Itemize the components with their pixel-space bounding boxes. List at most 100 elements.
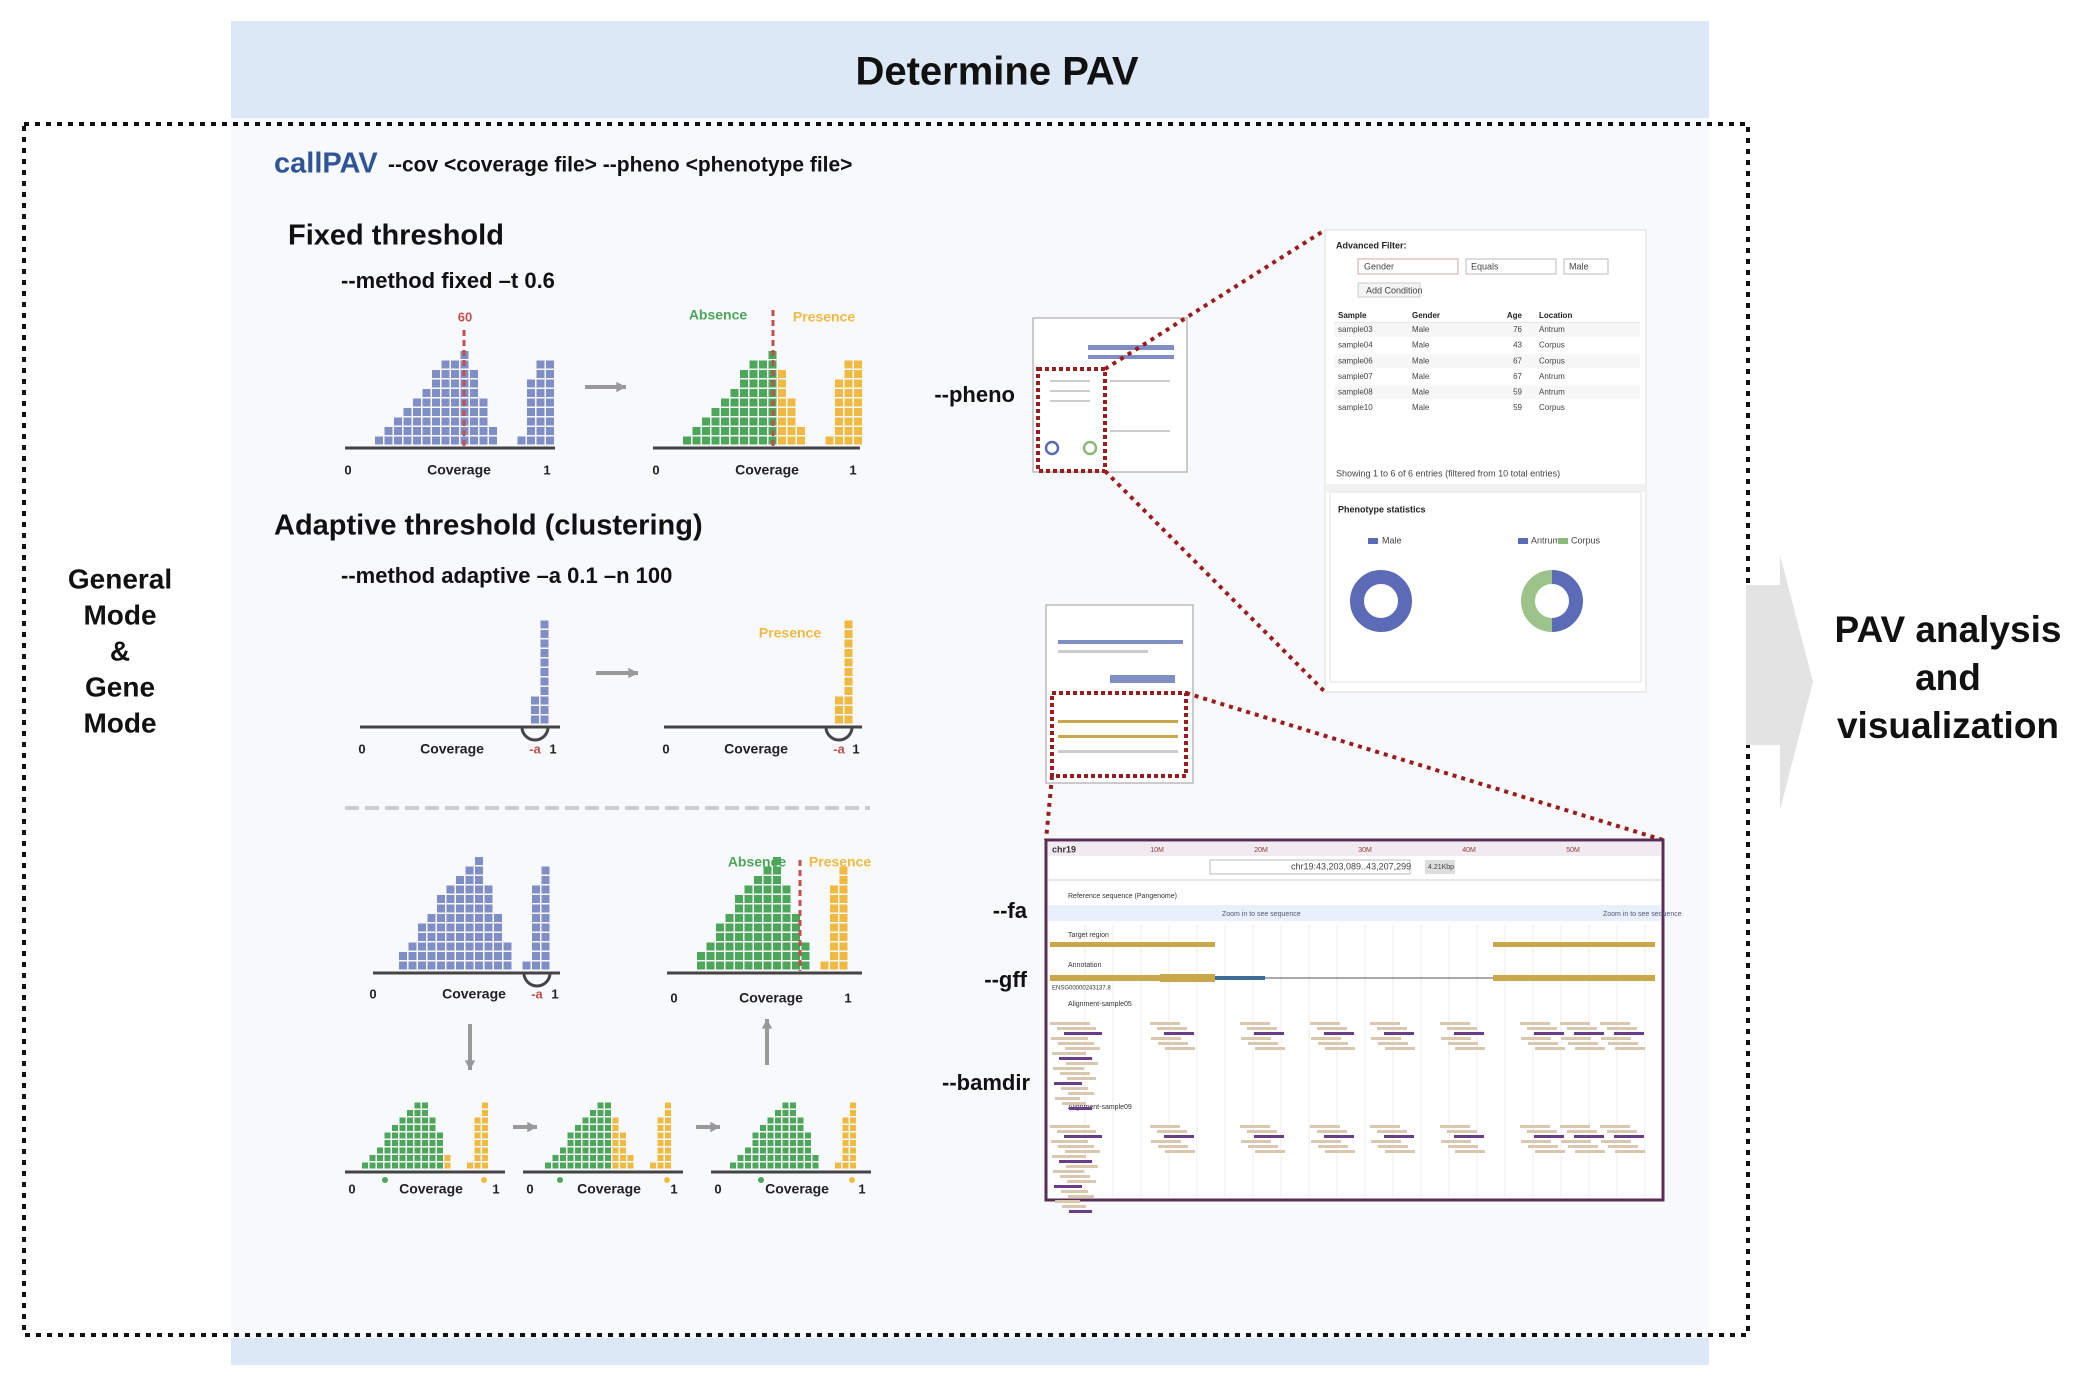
hist-cell [773,895,781,903]
axis-tick: 1 [551,986,558,1001]
hist-cell [657,1147,664,1154]
hist-cell [532,914,540,922]
hist-cell [792,923,800,932]
mode-label: Mode [83,599,156,630]
axis-tick: 0 [369,986,376,1001]
hist-cell [392,1155,398,1161]
hist-cell [414,1132,421,1139]
hist-cell [536,427,545,435]
hist-cell [394,436,402,445]
hist-cell [441,398,450,407]
hist-cell [437,952,445,960]
hist-cell [590,1125,596,1131]
read [1151,1140,1181,1143]
read [1378,1042,1408,1045]
hist-cell [399,1117,406,1124]
hist-cell [429,1155,436,1161]
hist-cell [540,649,549,657]
read [1057,1130,1096,1133]
read [1241,1037,1271,1040]
tool-name: callPAV [274,148,378,180]
annotation: Presence [809,854,871,870]
hist-cell [446,885,455,894]
center-mark [758,1177,764,1183]
table-cell: 76 [1513,325,1522,334]
hist-cell [437,942,445,951]
hist-cell [735,952,743,960]
hist-cell [403,417,412,426]
read [1521,1037,1551,1040]
hist-cell [725,961,734,970]
read [1447,1130,1477,1133]
hist-cell [399,1162,406,1169]
hist-cell [620,1162,626,1169]
hist-cell [778,370,786,378]
hist-cell [597,1102,604,1109]
hist-cell [665,1147,671,1154]
hist-cell [735,895,743,903]
hist-cell [375,436,383,445]
read [1575,1150,1605,1153]
hist-cell [451,360,459,369]
center-mark [849,1177,855,1183]
hist-cell [744,952,753,960]
hist-cell [582,1132,589,1139]
center-mark [557,1177,563,1183]
hist-cell [474,1147,481,1154]
arrow-head [616,381,626,393]
hist-cell [467,1162,473,1169]
hist-cell [787,427,796,435]
hist-cell [665,1102,671,1109]
read [1311,1037,1341,1040]
hist-cell [839,876,848,884]
hist-cell [432,427,440,435]
hist-cell [844,715,853,724]
hist-cell [531,696,539,705]
hist-cell [575,1147,581,1154]
hist-cell [429,1125,436,1131]
hist-cell [414,1147,421,1154]
hist-cell [456,933,464,941]
read [1384,1032,1414,1035]
hist-cell [749,389,758,397]
table-cell: Male [1412,388,1430,397]
hist-cell [414,1117,421,1124]
hist-cell [844,677,853,686]
hist-cell [482,1102,488,1109]
hist-cell [844,436,853,445]
hist-cell [456,904,464,913]
hist-cell [605,1117,611,1124]
hist-cell [399,961,407,970]
hist-cell [546,379,554,388]
hist-cell [475,952,483,960]
hist-cell [582,1162,589,1169]
hist-cell [754,923,762,932]
table-cell: sample03 [1338,325,1373,334]
hist-cell [850,1110,856,1116]
read [1240,1125,1270,1128]
annotation: -a [531,986,543,1001]
hist-cell [775,1110,781,1116]
add-condition[interactable]: Add Condition [1366,285,1423,295]
hist-cell [437,904,445,913]
read [1150,1125,1180,1128]
hist-cell [763,866,772,875]
hist-cell [418,942,426,951]
hist-cell [842,1132,849,1139]
hist-cell [446,904,455,913]
output-label: and [1915,657,1981,698]
axis-tick: 1 [849,462,856,477]
read [1377,1027,1407,1030]
read [1053,1067,1084,1070]
read [1311,1140,1341,1143]
hist-cell [377,1147,383,1154]
hist-cell [432,379,440,388]
hist-cell [744,904,753,913]
hist-cell [446,895,455,903]
filter-title: Advanced Filter: [1336,240,1407,250]
hist-cell [597,1132,604,1139]
hist-cell [835,408,843,416]
zoom-note: Zoom in to see sequence [1222,911,1301,918]
hist-cell [812,1155,819,1161]
hist-cell [432,408,440,416]
